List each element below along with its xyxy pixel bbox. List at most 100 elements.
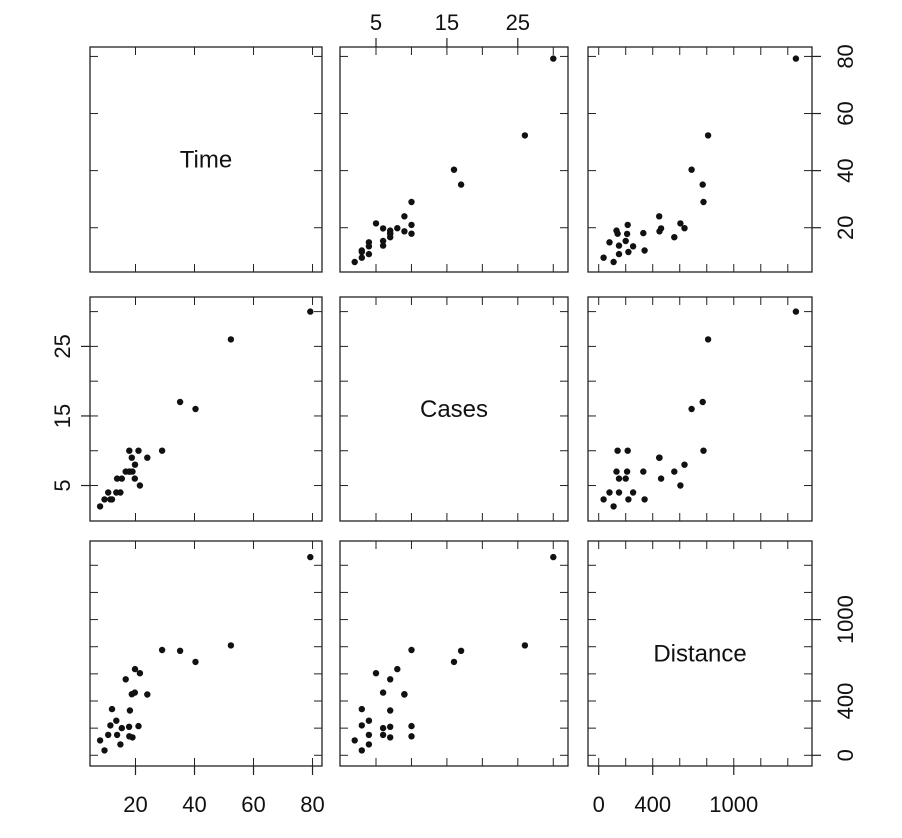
data-point-cases-vs-distance-22 <box>704 336 712 343</box>
data-point-time-vs-cases-3 <box>358 247 365 254</box>
data-point-cases-vs-time-13 <box>113 489 120 496</box>
panel-time-vs-distance <box>587 46 813 273</box>
data-point-cases-vs-time-23 <box>128 454 135 461</box>
data-point-cases-vs-time-20 <box>176 398 184 406</box>
panels-layer: Time Cases Distance <box>89 46 813 767</box>
data-point-cases-vs-distance-4 <box>606 489 613 496</box>
data-point-distance-vs-cases-11 <box>450 658 458 666</box>
data-point-distance-vs-cases-21 <box>408 733 415 740</box>
variable-label-distance: Distance <box>653 641 746 668</box>
data-point-cases-vs-distance-25 <box>615 489 623 496</box>
panel-distance-vs-time <box>89 540 323 767</box>
tick-label: 400 <box>634 792 671 817</box>
panel-cases-vs-cases: Cases <box>339 296 569 522</box>
data-point-cases-vs-distance-19 <box>600 496 607 503</box>
x-axis-bottom-time: 20 40 60 80 <box>123 766 325 817</box>
tick-label: 20 <box>833 215 858 239</box>
data-point-time-vs-cases-14 <box>379 225 387 232</box>
data-point-cases-vs-time-16 <box>158 447 166 454</box>
data-point-cases-vs-distance-13 <box>629 489 637 496</box>
tick-label: 15 <box>50 404 75 428</box>
data-point-time-vs-distance-3 <box>641 247 648 254</box>
data-point-time-vs-distance-12 <box>624 221 631 229</box>
tick-label: 25 <box>50 334 75 358</box>
data-point-time-vs-distance-24 <box>681 225 688 232</box>
data-point-distance-vs-cases-22 <box>521 642 529 649</box>
data-point-distance-vs-time-24 <box>131 665 139 673</box>
data-point-distance-vs-cases-24 <box>394 665 401 673</box>
data-point-cases-vs-time-5 <box>113 475 121 482</box>
panel-frame <box>89 46 323 273</box>
data-point-time-vs-cases-21 <box>408 230 415 237</box>
data-point-cases-vs-time-24 <box>131 461 139 468</box>
tick-label: 40 <box>833 158 858 182</box>
data-point-distance-vs-cases-7 <box>351 737 358 744</box>
data-point-distance-vs-time-19 <box>101 747 108 754</box>
data-point-distance-vs-time-17 <box>118 724 126 732</box>
panel-frame <box>587 296 813 522</box>
data-point-distance-vs-cases-9 <box>550 553 557 561</box>
panel-time-vs-time: Time <box>89 46 323 273</box>
data-point-distance-vs-cases-2 <box>358 722 365 729</box>
data-point-time-vs-cases-10 <box>372 220 380 227</box>
data-point-time-vs-cases-20 <box>457 181 465 188</box>
panel-distance-vs-distance: Distance <box>587 540 813 767</box>
data-point-time-vs-distance-11 <box>688 166 695 173</box>
data-point-distance-vs-time-9 <box>307 553 314 561</box>
data-point-distance-vs-time-2 <box>107 722 114 729</box>
y-axis-right-time: 20 40 60 80 <box>812 44 858 240</box>
data-point-time-vs-cases-22 <box>521 132 529 139</box>
data-point-cases-vs-distance-23 <box>656 454 663 461</box>
data-point-distance-vs-time-6 <box>126 707 134 714</box>
data-point-distance-vs-cases-17 <box>379 724 387 732</box>
data-point-cases-vs-distance-10 <box>677 482 684 489</box>
data-point-distance-vs-cases-19 <box>358 747 365 754</box>
data-point-cases-vs-time-21 <box>126 447 133 454</box>
data-point-distance-vs-time-1 <box>122 676 129 683</box>
data-point-cases-vs-distance-18 <box>613 468 620 475</box>
data-point-time-vs-distance-6 <box>640 229 647 237</box>
data-point-time-vs-distance-21 <box>614 230 621 237</box>
data-point-time-vs-cases-18 <box>387 227 394 234</box>
data-point-cases-vs-time-11 <box>192 405 199 413</box>
panel-distance-vs-cases <box>339 540 569 767</box>
panel-frame <box>89 296 323 522</box>
tick-label: 0 <box>593 792 605 817</box>
data-point-time-vs-distance-4 <box>606 239 613 246</box>
data-point-time-vs-distance-17 <box>622 237 629 245</box>
data-point-time-vs-distance-10 <box>677 220 684 227</box>
data-point-distance-vs-time-21 <box>126 733 133 740</box>
data-point-distance-vs-cases-8 <box>387 723 394 730</box>
data-point-time-vs-cases-24 <box>394 225 401 232</box>
data-point-distance-vs-time-4 <box>117 741 124 748</box>
tick-label: 20 <box>123 792 147 817</box>
data-point-time-vs-cases-11 <box>450 166 458 173</box>
variable-label-cases: Cases <box>420 396 488 423</box>
panel-time-vs-cases <box>339 46 569 273</box>
panel-frame <box>587 46 813 273</box>
data-point-cases-vs-distance-24 <box>681 461 688 468</box>
data-point-time-vs-cases-25 <box>365 250 373 258</box>
data-point-cases-vs-distance-14 <box>657 475 665 482</box>
data-point-cases-vs-distance-11 <box>688 405 695 413</box>
data-point-distance-vs-time-10 <box>136 670 144 677</box>
data-point-cases-vs-time-18 <box>129 468 136 475</box>
x-axis-bottom-distance: 0 400 1000 <box>593 766 758 817</box>
data-point-distance-vs-cases-10 <box>372 670 380 677</box>
y-axis-right-distance: 0 400 1000 <box>812 595 858 761</box>
data-point-distance-vs-cases-6 <box>387 707 394 714</box>
data-point-time-vs-distance-20 <box>699 181 706 188</box>
tick-label: 0 <box>833 749 858 761</box>
data-point-cases-vs-time-17 <box>118 475 126 482</box>
data-point-time-vs-distance-9 <box>792 55 800 62</box>
data-point-cases-vs-distance-5 <box>615 475 623 482</box>
tick-label: 60 <box>241 792 265 817</box>
panel-frame <box>339 540 569 767</box>
panel-frame <box>339 296 569 522</box>
data-point-time-vs-distance-23 <box>656 228 663 235</box>
data-point-cases-vs-distance-16 <box>700 447 707 454</box>
data-point-time-vs-distance-1 <box>671 234 678 241</box>
panel-frame <box>587 540 813 767</box>
data-point-time-vs-cases-9 <box>550 55 557 62</box>
data-point-cases-vs-time-12 <box>135 447 142 454</box>
